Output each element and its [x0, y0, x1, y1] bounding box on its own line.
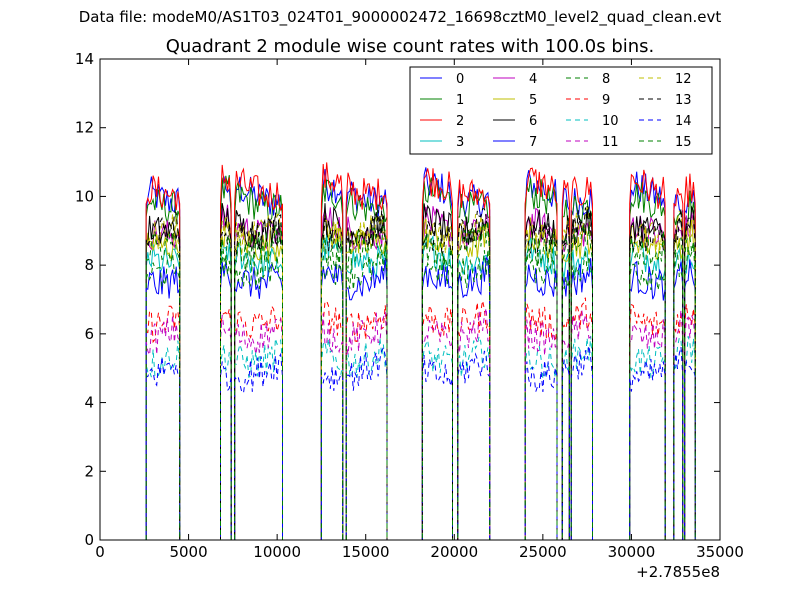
series-line-5	[145, 215, 696, 541]
y-tick-label: 6	[84, 325, 94, 343]
series-line-3	[145, 232, 696, 541]
legend-label: 9	[602, 93, 610, 108]
plot-frame	[99, 58, 721, 541]
figure-suptitle: Data file: modeM0/AS1T03_024T01_90000024…	[78, 8, 722, 26]
chart-title: Quadrant 2 module wise count rates with …	[165, 36, 655, 57]
legend-label: 14	[675, 114, 692, 129]
legend-label: 3	[456, 135, 464, 150]
series-layer	[145, 162, 696, 541]
series-line-12	[145, 207, 696, 541]
legend-label: 15	[675, 135, 692, 150]
tick-layer: 0 5000 10000 15000 20000 25000 30000 35000 0 2 4 6 8…	[75, 50, 744, 561]
series-line-9	[145, 297, 696, 541]
legend-label: 2	[456, 114, 464, 129]
y-tick-label: 0	[84, 531, 94, 549]
series-line-8	[145, 242, 696, 541]
legend-label: 13	[675, 93, 692, 108]
x-offset-label: +2.7855e8	[636, 563, 720, 581]
y-tick-label: 8	[84, 256, 94, 274]
legend-label: 11	[602, 135, 619, 150]
series-line-14	[145, 345, 696, 541]
legend-label: 5	[529, 93, 537, 108]
series-line-10	[145, 335, 696, 541]
series-line-6	[145, 203, 696, 541]
legend-label: 8	[602, 72, 610, 87]
legend-label: 12	[675, 72, 692, 87]
series-line-13	[145, 206, 696, 541]
x-tick-label: 15000	[342, 543, 390, 561]
legend-box	[409, 66, 713, 155]
x-tick-label: 35000	[696, 543, 744, 561]
x-tick-label: 5000	[169, 543, 207, 561]
legend-label: 1	[456, 93, 464, 108]
x-tick-label: 10000	[253, 543, 301, 561]
legend-label: 6	[529, 114, 537, 129]
y-tick-label: 10	[75, 187, 94, 205]
x-tick-label: 20000	[430, 543, 478, 561]
y-tick-label: 14	[75, 50, 94, 68]
x-tick-label: 30000	[608, 543, 656, 561]
y-tick-label: 2	[84, 462, 94, 480]
series-line-7	[145, 256, 696, 541]
x-tick-label: 0	[95, 543, 105, 561]
legend-label: 7	[529, 135, 537, 150]
series-line-11	[145, 307, 696, 541]
y-tick-label: 4	[84, 394, 94, 412]
legend-label: 0	[456, 72, 464, 87]
legend-label: 4	[529, 72, 537, 87]
series-line-15	[145, 219, 696, 541]
legend-label: 10	[602, 114, 619, 129]
y-tick-label: 12	[75, 119, 94, 137]
x-tick-label: 25000	[519, 543, 567, 561]
series-line-2	[145, 162, 696, 541]
